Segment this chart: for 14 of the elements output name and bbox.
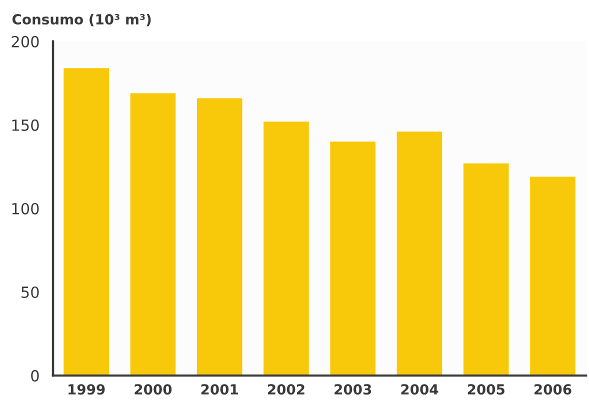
y-tick-label: 50 — [22, 286, 39, 298]
y-tick-label: 150 — [12, 119, 39, 131]
y-tick-label: 0 — [31, 370, 39, 382]
x-tick-label: 2003 — [334, 384, 372, 395]
x-tick-label: 1999 — [68, 384, 105, 395]
y-tick-label: 100 — [12, 202, 39, 215]
y-tick-label: 200 — [12, 36, 39, 48]
y-axis-title: Consumo (10³ m³) — [12, 14, 151, 26]
x-tick-label: 2001 — [201, 384, 238, 395]
x-tick-label: 2006 — [534, 384, 572, 395]
x-tick-label: 2004 — [401, 384, 438, 395]
x-tick-label: 2005 — [468, 384, 504, 395]
x-tick-label: 2000 — [134, 384, 172, 395]
x-tick-label: 2002 — [268, 384, 304, 395]
